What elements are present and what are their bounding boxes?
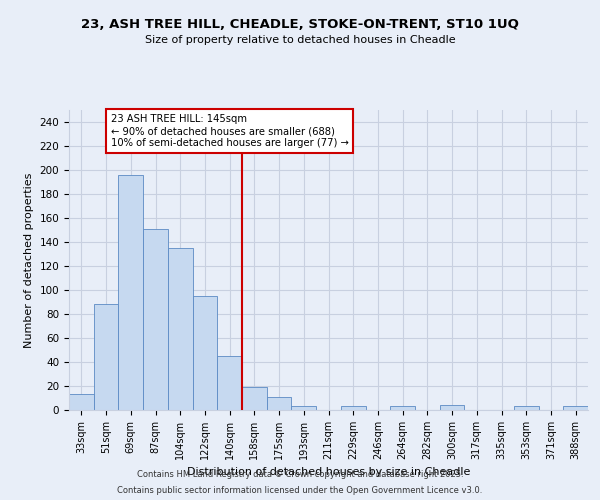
Bar: [390, 406, 415, 410]
Text: Size of property relative to detached houses in Cheadle: Size of property relative to detached ho…: [145, 35, 455, 45]
Bar: [341, 406, 365, 410]
Bar: [267, 397, 292, 410]
Bar: [217, 356, 242, 410]
Bar: [94, 304, 118, 410]
Bar: [292, 406, 316, 410]
Text: Contains public sector information licensed under the Open Government Licence v3: Contains public sector information licen…: [118, 486, 482, 495]
Bar: [143, 229, 168, 410]
Bar: [514, 406, 539, 410]
Bar: [242, 387, 267, 410]
Bar: [168, 248, 193, 410]
X-axis label: Distribution of detached houses by size in Cheadle: Distribution of detached houses by size …: [187, 468, 470, 477]
Y-axis label: Number of detached properties: Number of detached properties: [24, 172, 34, 348]
Text: 23, ASH TREE HILL, CHEADLE, STOKE-ON-TRENT, ST10 1UQ: 23, ASH TREE HILL, CHEADLE, STOKE-ON-TRE…: [81, 18, 519, 30]
Bar: [193, 296, 217, 410]
Text: 23 ASH TREE HILL: 145sqm
← 90% of detached houses are smaller (688)
10% of semi-: 23 ASH TREE HILL: 145sqm ← 90% of detach…: [110, 114, 349, 148]
Bar: [563, 406, 588, 410]
Bar: [118, 175, 143, 410]
Text: Contains HM Land Registry data © Crown copyright and database right 2025.: Contains HM Land Registry data © Crown c…: [137, 470, 463, 479]
Bar: [440, 405, 464, 410]
Bar: [69, 394, 94, 410]
